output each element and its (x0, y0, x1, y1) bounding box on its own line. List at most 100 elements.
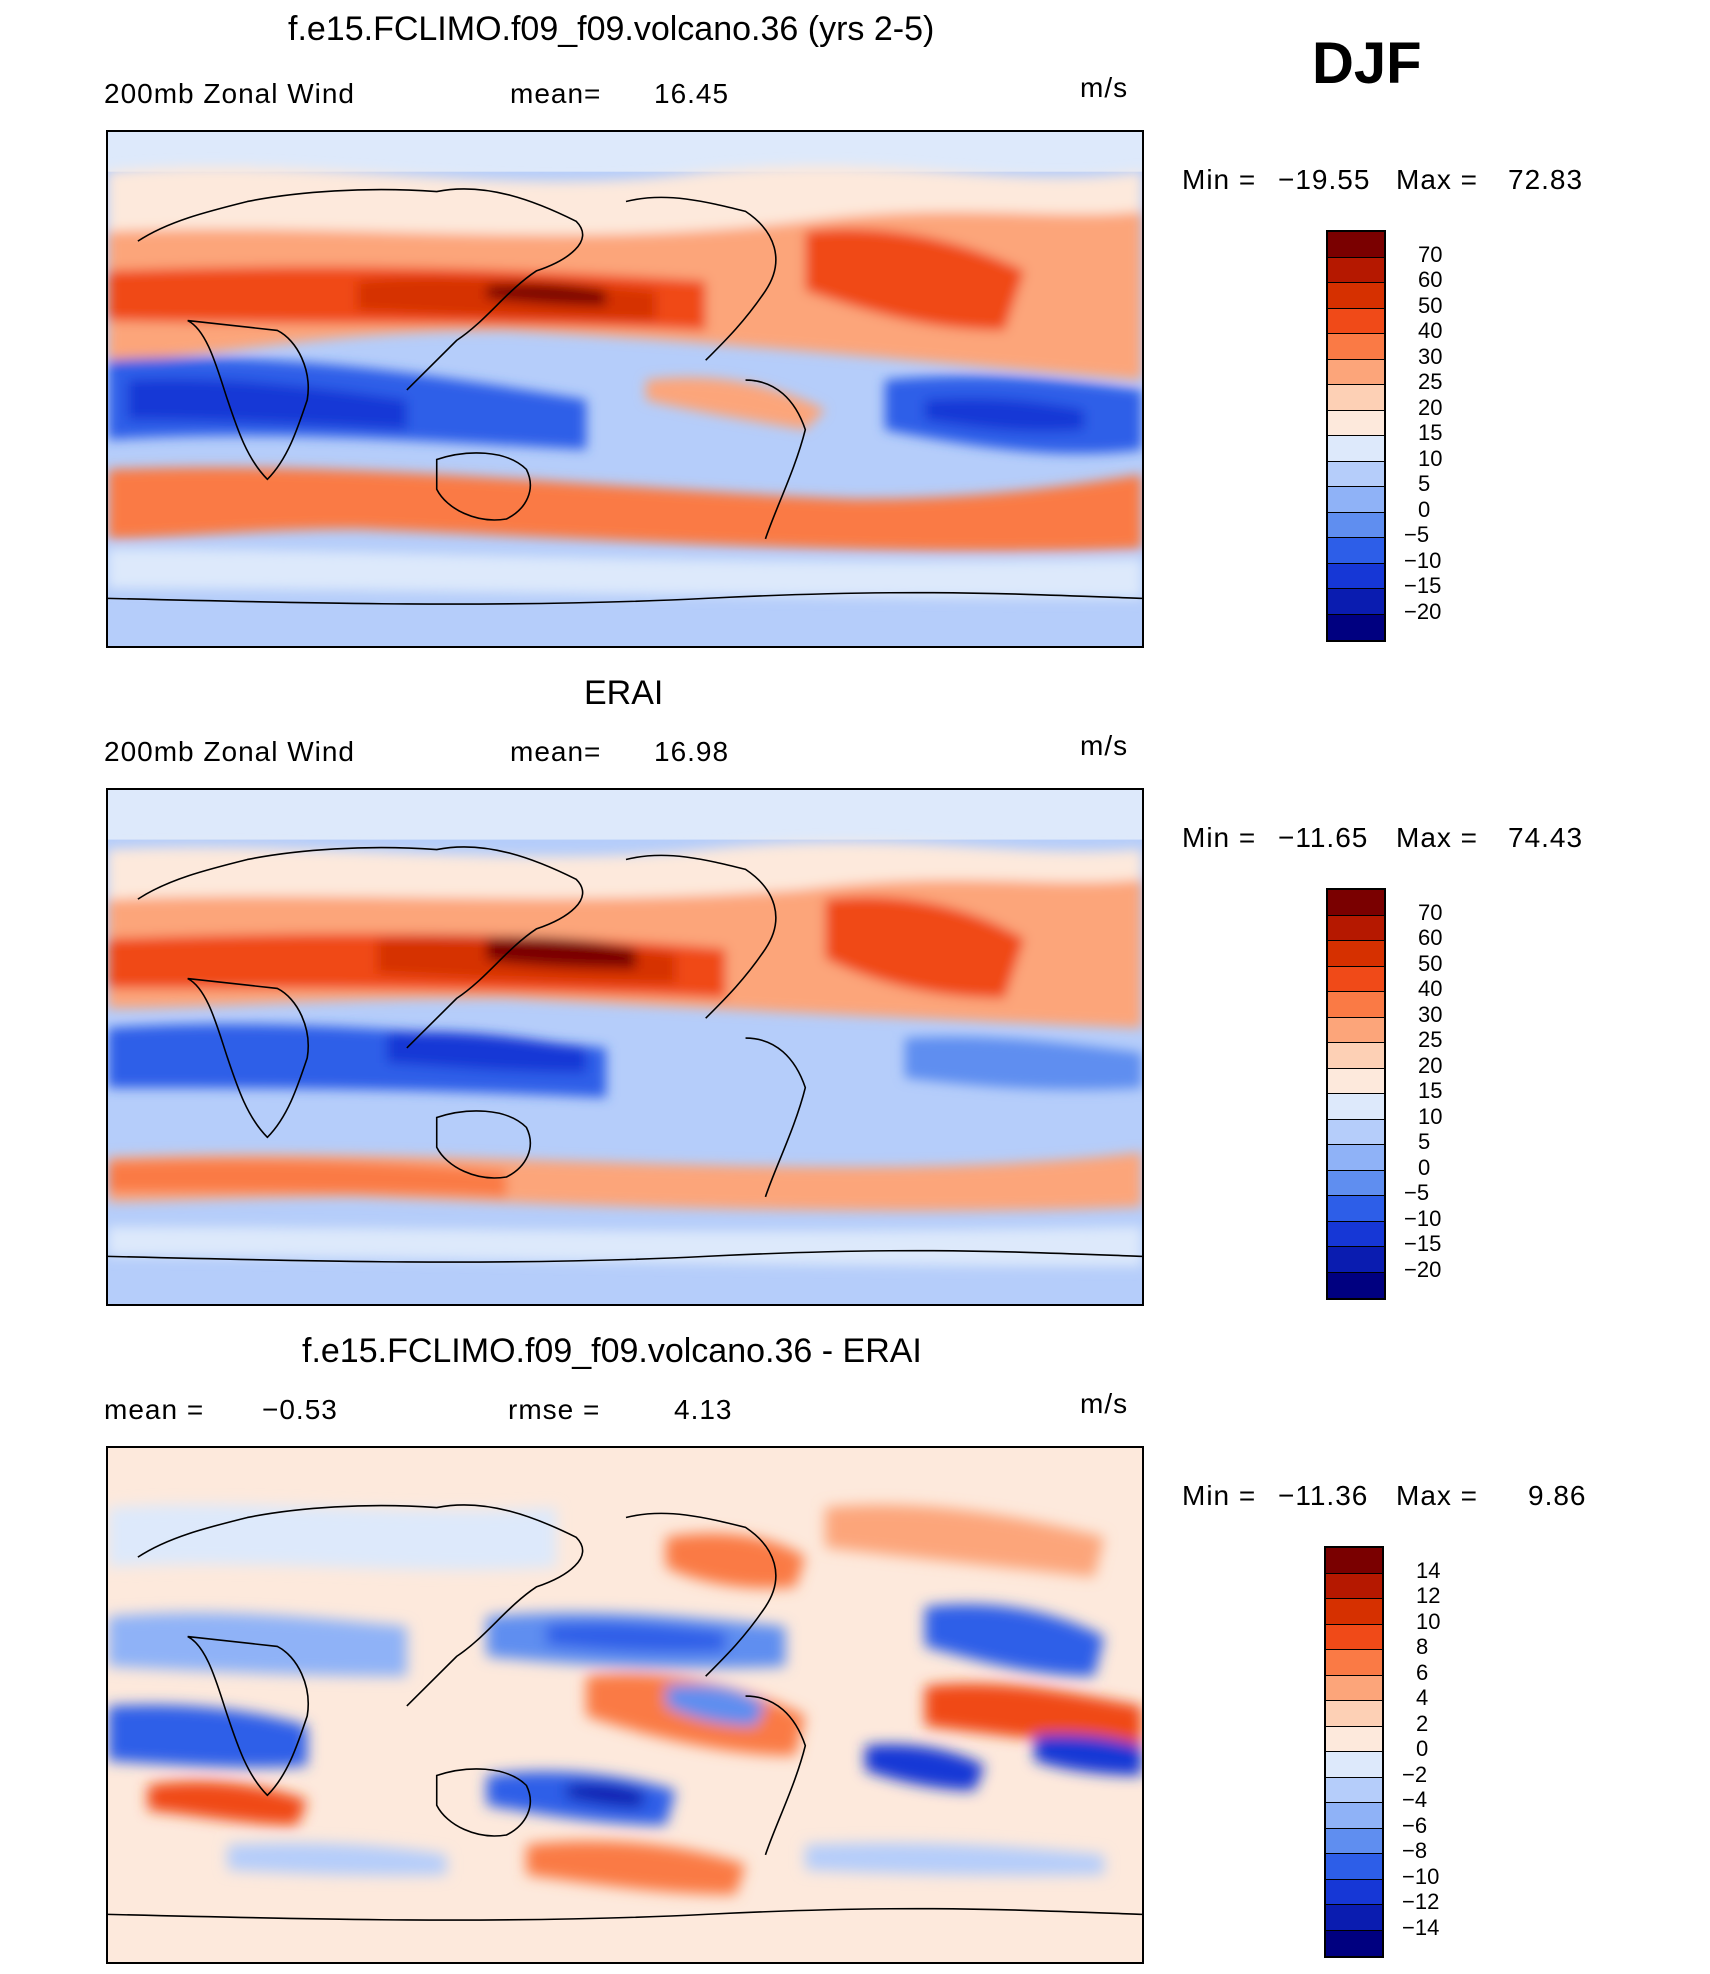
panel-1-units: m/s (1080, 72, 1129, 103)
colorbar-swatch (1326, 1828, 1382, 1854)
panel-1-variable-label: 200mb Zonal Wind (104, 78, 356, 109)
colorbar-swatch (1328, 410, 1384, 436)
colorbar-swatch (1326, 1675, 1382, 1701)
colorbar-swatch (1328, 1221, 1384, 1247)
colorbar-tick-label: −20 (1404, 1256, 1442, 1282)
panel-3-field (108, 1448, 1142, 1962)
colorbar-tick-label: 60 (1418, 267, 1443, 292)
colorbar-tick-label: 12 (1416, 1583, 1441, 1608)
colorbar-swatch (1328, 334, 1384, 360)
colorbar-tick-label: 70 (1418, 899, 1443, 925)
colorbar-tick-label: 40 (1418, 976, 1443, 1001)
panel-3-title: f.e15.FCLIMO.f09_f09.volcano.36 - ERAI (302, 1332, 922, 1370)
panel-2-max-value: 74.43 (1508, 822, 1584, 853)
colorbar-tick-label: 15 (1418, 1078, 1443, 1103)
colorbar-swatch (1328, 966, 1384, 992)
colorbar-tick-label: −2 (1402, 1761, 1428, 1787)
colorbar-tick-label: −10 (1404, 1205, 1442, 1231)
colorbar-swatch (1328, 1247, 1384, 1273)
colorbar-swatch (1328, 1043, 1384, 1069)
panel-3-map (106, 1446, 1144, 1964)
colorbar-tick-label: −20 (1404, 598, 1442, 624)
panel-2-coastlines (108, 846, 1142, 1263)
panel-3-rmse-label: rmse = (508, 1394, 601, 1425)
season-label: DJF (1312, 31, 1422, 96)
panel-1-min-value: −19.55 (1278, 164, 1371, 195)
colorbar-swatch (1328, 1145, 1384, 1171)
colorbar-tick-label: 40 (1418, 318, 1443, 343)
panel-3-units: m/s (1080, 1388, 1129, 1419)
panel-2-units: m/s (1080, 730, 1129, 761)
panel-3-rmse-value: 4.13 (674, 1394, 733, 1425)
colorbar-swatch (1328, 1017, 1384, 1043)
panel-1-title: f.e15.FCLIMO.f09_f09.volcano.36 (yrs 2-5… (288, 10, 935, 48)
colorbar-swatch (1328, 1196, 1384, 1222)
colorbar-swatch (1328, 308, 1384, 334)
colorbar-swatch (1328, 512, 1384, 538)
colorbar-tick-label: −6 (1402, 1812, 1428, 1838)
colorbar-tick-label: 15 (1418, 420, 1443, 445)
colorbar-swatch (1328, 941, 1384, 967)
colorbar-swatch (1328, 1068, 1384, 1094)
panel-2-title: ERAI (584, 674, 664, 712)
colorbar-tick-label: 4 (1416, 1685, 1429, 1710)
colorbar-swatch (1328, 614, 1384, 640)
colorbar-swatch (1326, 1573, 1382, 1599)
colorbar-tick-label: 70 (1418, 241, 1443, 267)
colorbar-tick-label: 30 (1418, 1001, 1443, 1027)
colorbar-swatch (1326, 1726, 1382, 1752)
colorbar-tick-label: 50 (1418, 292, 1443, 318)
colorbar-swatch (1326, 1879, 1382, 1905)
colorbar-tick-label: 0 (1418, 496, 1431, 522)
colorbar-swatch (1328, 487, 1384, 513)
colorbar-tick-label: 5 (1418, 1129, 1431, 1154)
panel-1-max-value: 72.83 (1508, 164, 1584, 195)
colorbar-swatch (1328, 257, 1384, 283)
colorbar-swatch (1328, 232, 1384, 258)
panel-2-min-value: −11.65 (1278, 822, 1369, 853)
colorbar-tick-label: 10 (1416, 1608, 1441, 1634)
colorbar-swatch (1328, 1094, 1384, 1120)
colorbar-swatch (1326, 1930, 1382, 1956)
colorbar-swatch (1328, 890, 1384, 916)
panel-2-max-label: Max = (1396, 822, 1479, 853)
panel-3-max-value: 9.86 (1528, 1480, 1587, 1511)
panel-1-colorbar (1326, 230, 1386, 642)
colorbar-tick-label: 50 (1418, 950, 1443, 976)
panel-2-min-label: Min = (1182, 822, 1257, 853)
colorbar-swatch (1326, 1624, 1382, 1650)
colorbar-swatch (1328, 1272, 1384, 1298)
colorbar-swatch (1328, 589, 1384, 615)
panel-2-colorbar (1326, 888, 1386, 1300)
colorbar-swatch (1326, 1803, 1382, 1829)
colorbar-swatch (1328, 283, 1384, 309)
colorbar-tick-label: 10 (1418, 1103, 1443, 1129)
colorbar-tick-label: −4 (1402, 1787, 1428, 1812)
colorbar-tick-label: 25 (1418, 1027, 1443, 1052)
colorbar-tick-label: 2 (1416, 1710, 1429, 1736)
colorbar-swatch (1326, 1777, 1382, 1803)
colorbar-tick-label: 30 (1418, 343, 1443, 369)
panel-1-coastlines (108, 188, 1142, 605)
colorbar-swatch (1326, 1752, 1382, 1778)
panel-3-max-label: Max = (1396, 1480, 1479, 1511)
panel-1-map (106, 130, 1144, 648)
colorbar-swatch (1326, 1905, 1382, 1931)
colorbar-swatch (1328, 1119, 1384, 1145)
colorbar-swatch (1328, 1170, 1384, 1196)
colorbar-swatch (1328, 992, 1384, 1018)
colorbar-swatch (1328, 915, 1384, 941)
panel-1-max-label: Max = (1396, 164, 1479, 195)
panel-1-mean-value: 16.45 (654, 78, 730, 109)
colorbar-swatch (1326, 1650, 1382, 1676)
colorbar-swatch (1326, 1701, 1382, 1727)
panel-3-coastlines (108, 1504, 1142, 1921)
colorbar-swatch (1328, 461, 1384, 487)
colorbar-tick-label: 6 (1416, 1659, 1429, 1685)
colorbar-swatch (1328, 385, 1384, 411)
colorbar-tick-label: 0 (1418, 1154, 1431, 1180)
panel-3-colorbar (1324, 1546, 1384, 1958)
colorbar-tick-label: 60 (1418, 925, 1443, 950)
colorbar-swatch (1326, 1854, 1382, 1880)
colorbar-tick-label: −12 (1402, 1889, 1440, 1914)
